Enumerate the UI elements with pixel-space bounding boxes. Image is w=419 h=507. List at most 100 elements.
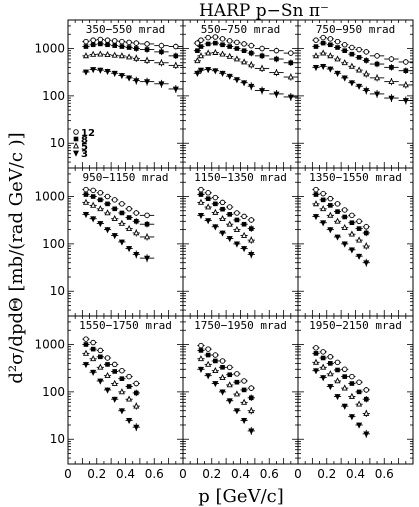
chart-title: HARP p−Sn π⁻ <box>199 1 329 21</box>
data-point <box>158 59 165 66</box>
data-point <box>313 37 319 43</box>
data-point <box>341 207 348 213</box>
data-point <box>348 392 355 399</box>
data-point <box>90 346 96 352</box>
data-point <box>327 370 334 377</box>
data-point <box>288 60 294 66</box>
data-point <box>356 400 363 407</box>
panel-label-bg <box>76 319 175 332</box>
data-point <box>197 366 204 373</box>
data-point <box>212 381 219 388</box>
data-point <box>82 52 89 59</box>
data-point <box>219 36 226 42</box>
data-point <box>90 37 96 43</box>
data-point <box>126 224 133 231</box>
data-point <box>198 342 204 349</box>
legend-marker <box>73 129 79 135</box>
x-tick-label: 0.2 <box>317 467 336 481</box>
x-tick-label: 0.6 <box>375 467 394 481</box>
data-point <box>328 361 333 366</box>
data-point <box>233 408 240 415</box>
data-point <box>313 192 319 197</box>
data-point <box>226 73 233 80</box>
data-point <box>205 196 211 201</box>
data-point <box>312 368 319 375</box>
data-point <box>219 230 226 237</box>
data-point <box>334 359 341 366</box>
data-point <box>348 62 355 69</box>
legend-label: 5 <box>81 142 88 153</box>
x-tick-label: 0 <box>64 467 72 481</box>
data-point <box>133 390 139 396</box>
data-point <box>327 384 334 391</box>
data-point <box>259 64 266 71</box>
data-point <box>90 187 96 194</box>
data-point <box>234 210 240 216</box>
data-point <box>356 389 362 395</box>
data-point <box>90 201 97 208</box>
data-point <box>356 218 362 225</box>
data-point <box>172 61 179 68</box>
data-point <box>273 47 280 54</box>
data-point <box>197 67 204 74</box>
data-point <box>374 74 381 81</box>
data-point <box>119 376 125 381</box>
legend-label: 12 <box>81 128 95 139</box>
data-point <box>341 42 348 48</box>
data-point <box>356 226 362 231</box>
data-point <box>98 41 103 47</box>
data-point <box>248 252 255 259</box>
legend-label: 8 <box>81 135 88 146</box>
y-axis-label: d²σ/dpdΘ [mb/(rad GeV/c )] <box>6 132 27 383</box>
data-point <box>205 373 212 380</box>
data-point <box>349 212 355 219</box>
data-point <box>234 39 240 46</box>
data-point <box>98 197 103 203</box>
data-point <box>226 220 233 227</box>
data-point <box>327 211 334 218</box>
data-point <box>403 68 409 74</box>
data-point <box>133 46 139 51</box>
data-point <box>234 379 240 385</box>
data-point <box>126 418 133 425</box>
data-point <box>327 195 334 202</box>
data-point <box>320 205 327 212</box>
panel: 10 100 1000 950−1150 mrad <box>34 167 184 317</box>
data-point <box>126 246 133 253</box>
data-point <box>259 45 265 52</box>
data-point <box>287 94 294 101</box>
panel-label: 1550−1750 mrad <box>79 319 172 332</box>
data-point <box>118 52 125 59</box>
data-point <box>226 381 233 388</box>
data-point <box>105 362 110 367</box>
data-point <box>233 77 240 84</box>
data-point <box>356 422 363 429</box>
data-point <box>213 40 218 46</box>
data-point <box>334 55 341 62</box>
data-point <box>241 213 247 220</box>
data-point <box>349 381 355 386</box>
data-point <box>144 255 151 262</box>
data-point <box>133 229 140 236</box>
data-point <box>273 91 280 98</box>
x-tick-label: 0.4 <box>116 467 135 481</box>
data-point <box>213 358 218 364</box>
data-point <box>97 190 104 196</box>
data-point <box>288 50 294 56</box>
data-point <box>312 52 319 59</box>
data-point <box>83 342 89 347</box>
data-point <box>83 44 89 49</box>
data-point <box>402 98 409 105</box>
data-point <box>320 220 327 227</box>
data-point <box>356 55 362 60</box>
data-point <box>248 407 255 414</box>
data-point <box>403 59 409 65</box>
data-point <box>248 83 255 90</box>
panel: 1150−1350 mrad <box>182 167 299 317</box>
data-point <box>83 186 89 193</box>
data-point <box>195 48 200 53</box>
data-point <box>341 403 348 410</box>
data-point <box>90 355 97 362</box>
data-point <box>363 396 369 402</box>
